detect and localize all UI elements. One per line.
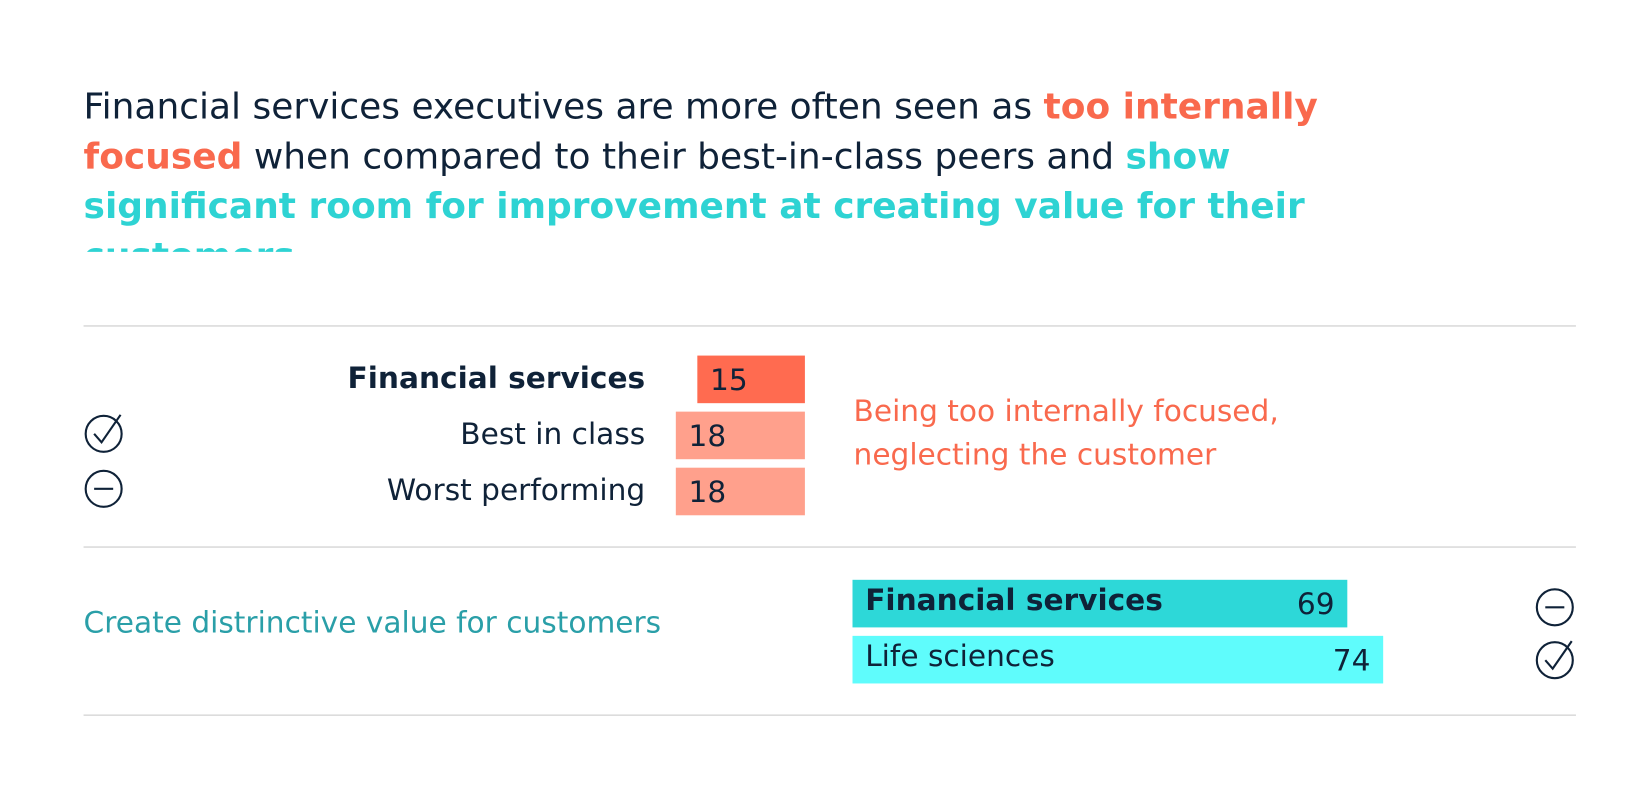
bar — [675, 467, 805, 516]
minus-icon — [1535, 588, 1574, 627]
headline-text: Financial services executives are more o… — [83, 85, 1033, 129]
bar — [852, 635, 1384, 684]
headline-highlight: show significant room for improvement at… — [83, 135, 1305, 252]
check-icon — [84, 414, 123, 453]
category-label: Worst performing — [387, 473, 645, 507]
headline-highlight: too internally focused — [83, 85, 1318, 178]
annotation: neglecting the customer — [854, 438, 1218, 472]
minus-icon — [84, 469, 123, 508]
chart-title: Create distrinctive value for customers — [84, 606, 662, 640]
value-label: 18 — [689, 419, 727, 453]
headline-box: Financial services executives are more o… — [84, 83, 1417, 252]
bar — [675, 411, 805, 460]
category-label: Best in class — [460, 417, 645, 451]
category-label: Life sciences — [865, 639, 1055, 673]
category-label: Financial services — [348, 361, 646, 395]
value-label: 18 — [689, 475, 727, 509]
value-label: 69 — [1297, 587, 1335, 621]
annotation: Being too internally focused, — [854, 394, 1279, 428]
headline: Financial services executives are more o… — [84, 83, 1417, 252]
value-label: 15 — [710, 363, 748, 397]
headline-text: when compared to their best-in-class pee… — [253, 135, 1115, 178]
bar — [697, 355, 805, 404]
check-icon — [1535, 640, 1574, 680]
category-label: Financial services — [865, 583, 1163, 617]
value-label: 74 — [1333, 643, 1371, 677]
bar — [852, 579, 1348, 628]
headline-text: . — [295, 235, 306, 252]
